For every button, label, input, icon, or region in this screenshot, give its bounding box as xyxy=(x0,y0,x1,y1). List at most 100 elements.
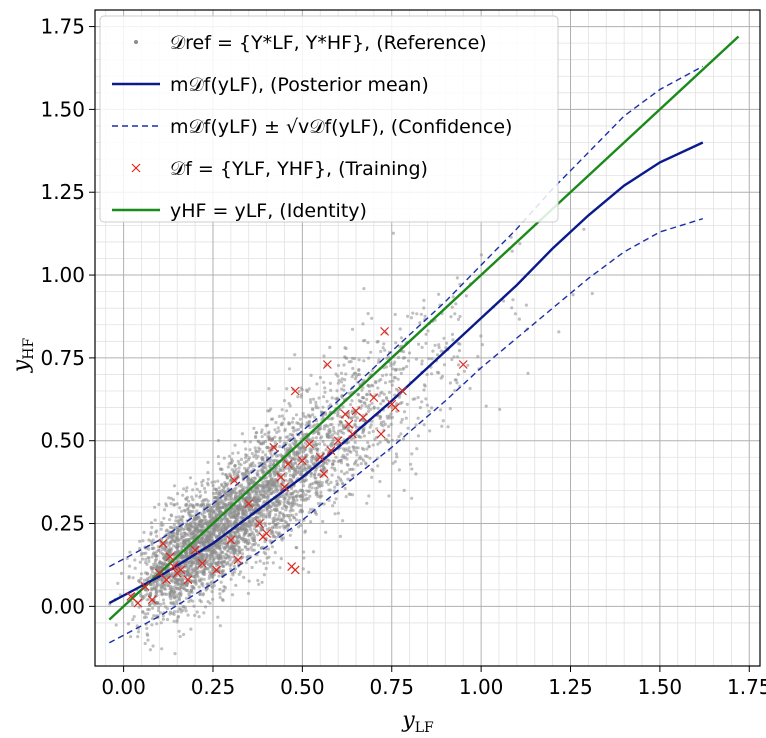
reference-point xyxy=(230,571,235,575)
reference-point xyxy=(187,504,191,508)
reference-point xyxy=(247,456,251,460)
reference-point xyxy=(391,231,395,235)
reference-point xyxy=(148,648,152,652)
reference-point xyxy=(161,614,165,618)
reference-point xyxy=(308,414,312,418)
reference-point xyxy=(239,483,244,487)
reference-point xyxy=(291,474,295,478)
training-point xyxy=(347,429,357,439)
reference-point xyxy=(161,617,165,621)
reference-point xyxy=(147,608,151,612)
reference-point xyxy=(248,448,252,452)
reference-point xyxy=(284,508,288,512)
reference-point xyxy=(209,527,213,532)
reference-point xyxy=(167,532,171,536)
reference-point xyxy=(216,505,220,510)
reference-point xyxy=(277,514,281,518)
reference-point xyxy=(271,459,276,463)
reference-point xyxy=(302,480,306,484)
y-tick-label: 0.75 xyxy=(40,346,85,370)
reference-point xyxy=(322,395,326,399)
reference-point xyxy=(212,584,216,588)
reference-point xyxy=(289,495,293,499)
reference-point xyxy=(211,483,215,488)
reference-point xyxy=(440,424,444,428)
reference-point xyxy=(167,496,171,500)
reference-point xyxy=(137,605,141,609)
reference-point xyxy=(271,489,275,493)
reference-point xyxy=(136,635,140,639)
reference-point xyxy=(302,467,306,471)
reference-point xyxy=(142,552,146,556)
reference-point xyxy=(291,497,295,501)
reference-point xyxy=(430,406,434,410)
training-point xyxy=(340,409,350,419)
reference-point xyxy=(274,513,278,517)
reference-point xyxy=(422,423,426,427)
reference-point xyxy=(276,503,280,507)
reference-point xyxy=(143,641,147,646)
reference-point xyxy=(287,401,291,406)
reference-point xyxy=(255,497,259,501)
reference-point xyxy=(136,630,141,634)
reference-point xyxy=(275,430,279,435)
reference-point xyxy=(225,553,229,557)
reference-point xyxy=(244,537,248,542)
reference-point xyxy=(262,561,266,566)
reference-point xyxy=(376,386,380,390)
reference-point xyxy=(341,453,345,457)
reference-point xyxy=(191,585,195,589)
reference-point xyxy=(256,469,260,473)
reference-point xyxy=(167,544,171,548)
reference-point xyxy=(378,440,382,444)
reference-point xyxy=(308,398,313,402)
reference-point xyxy=(314,406,318,410)
reference-point xyxy=(189,588,193,592)
reference-point xyxy=(233,463,237,467)
reference-point xyxy=(420,400,424,404)
reference-point xyxy=(364,462,368,466)
reference-point xyxy=(146,555,150,560)
reference-point xyxy=(402,410,407,414)
reference-point xyxy=(157,606,161,610)
x-tick-label: 0.00 xyxy=(101,675,146,699)
reference-point xyxy=(172,612,176,617)
reference-point xyxy=(193,558,197,562)
reference-point xyxy=(462,369,466,373)
posterior-mean-line xyxy=(108,141,704,605)
y-tick-label: 1.50 xyxy=(40,97,85,121)
training-point xyxy=(398,386,407,396)
reference-point xyxy=(313,470,317,474)
reference-point xyxy=(276,488,280,492)
reference-point xyxy=(368,456,372,460)
reference-point xyxy=(140,557,145,561)
reference-point xyxy=(302,414,306,418)
reference-point xyxy=(452,355,456,359)
reference-point xyxy=(351,366,355,371)
reference-point xyxy=(336,374,340,378)
reference-point xyxy=(150,543,154,547)
reference-point xyxy=(308,494,312,498)
reference-point xyxy=(260,496,264,501)
reference-point xyxy=(389,364,393,368)
reference-point xyxy=(313,511,317,515)
reference-point xyxy=(343,355,347,359)
reference-point xyxy=(330,436,334,440)
reference-point xyxy=(334,497,338,501)
reference-point xyxy=(185,502,189,506)
reference-point xyxy=(218,508,222,513)
reference-point xyxy=(290,478,294,483)
reference-point xyxy=(208,530,212,534)
reference-point xyxy=(276,453,280,458)
reference-point xyxy=(315,382,319,386)
reference-point xyxy=(453,389,457,393)
reference-point xyxy=(304,458,308,462)
reference-point xyxy=(208,570,212,574)
reference-point xyxy=(222,456,226,460)
reference-point xyxy=(189,564,193,568)
reference-point xyxy=(331,504,335,508)
reference-point xyxy=(345,470,349,474)
reference-point xyxy=(311,550,316,554)
reference-point xyxy=(342,363,346,367)
training-point xyxy=(283,459,293,469)
